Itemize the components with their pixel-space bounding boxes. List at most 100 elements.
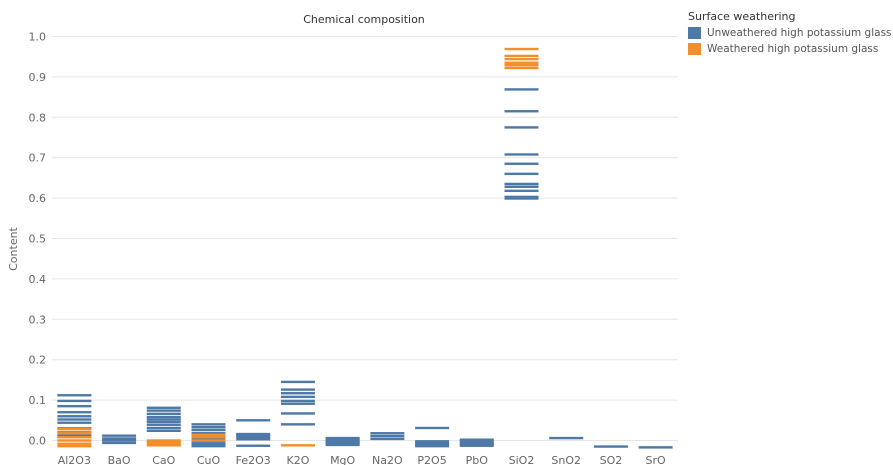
weathered-tick-mark[interactable] (146, 440, 181, 444)
unweathered-tick-mark[interactable] (57, 394, 92, 397)
unweathered-tick-mark[interactable] (370, 432, 405, 435)
weathered-tick-mark[interactable] (57, 427, 92, 431)
unweathered-tick-mark[interactable] (325, 436, 360, 440)
unweathered-tick-mark[interactable] (504, 182, 539, 186)
unweathered-tick-mark[interactable] (415, 440, 450, 443)
weathered-tick-mark[interactable] (57, 432, 92, 435)
unweathered-tick-mark[interactable] (280, 399, 315, 403)
unweathered-tick-mark[interactable] (504, 126, 539, 129)
weathered-tick-mark[interactable] (504, 54, 539, 58)
unweathered-tick-mark[interactable] (593, 445, 628, 448)
unweathered-tick-mark[interactable] (191, 442, 226, 446)
unweathered-tick-mark[interactable] (236, 438, 271, 441)
unweathered-tick-mark[interactable] (57, 411, 92, 414)
weathered-tick-mark[interactable] (146, 442, 181, 445)
unweathered-tick-mark[interactable] (415, 443, 450, 446)
unweathered-tick-mark[interactable] (280, 402, 315, 405)
unweathered-tick-mark[interactable] (504, 110, 539, 113)
unweathered-tick-mark[interactable] (459, 438, 494, 441)
unweathered-tick-mark[interactable] (415, 444, 450, 448)
unweathered-tick-mark[interactable] (549, 436, 584, 440)
unweathered-tick-mark[interactable] (504, 189, 539, 193)
unweathered-tick-mark[interactable] (415, 441, 450, 445)
weathered-tick-mark[interactable] (57, 442, 92, 445)
unweathered-tick-mark[interactable] (191, 428, 226, 432)
weathered-tick-mark[interactable] (504, 63, 539, 67)
legend-item-unweathered[interactable]: Unweathered high potassium glass (688, 27, 893, 39)
unweathered-tick-mark[interactable] (146, 418, 181, 421)
unweathered-tick-mark[interactable] (57, 399, 92, 403)
weathered-tick-mark[interactable] (504, 61, 539, 64)
y-tick-label: 0.8 (29, 111, 47, 124)
unweathered-tick-mark[interactable] (191, 425, 226, 429)
unweathered-tick-mark[interactable] (325, 440, 360, 443)
unweathered-tick-mark[interactable] (459, 440, 494, 443)
unweathered-tick-mark[interactable] (146, 406, 181, 409)
weathered-tick-mark[interactable] (504, 66, 539, 70)
weathered-tick-mark[interactable] (191, 439, 226, 442)
unweathered-tick-mark[interactable] (459, 443, 494, 446)
unweathered-tick-mark[interactable] (325, 438, 360, 441)
unweathered-tick-mark[interactable] (146, 426, 181, 430)
unweathered-tick-mark[interactable] (504, 197, 539, 200)
unweathered-tick-mark[interactable] (459, 441, 494, 445)
unweathered-tick-mark[interactable] (280, 380, 315, 384)
weathered-tick-mark[interactable] (146, 444, 181, 447)
unweathered-tick-mark[interactable] (191, 437, 226, 441)
unweathered-tick-mark[interactable] (504, 185, 539, 188)
unweathered-tick-mark[interactable] (236, 436, 271, 439)
unweathered-tick-mark[interactable] (57, 434, 92, 437)
unweathered-tick-mark[interactable] (325, 443, 360, 447)
unweathered-tick-mark[interactable] (280, 395, 315, 399)
weathered-tick-mark[interactable] (504, 57, 539, 61)
weathered-tick-mark[interactable] (280, 444, 315, 447)
weathered-tick-mark[interactable] (57, 444, 92, 448)
unweathered-tick-mark[interactable] (236, 419, 271, 422)
unweathered-tick-mark[interactable] (146, 423, 181, 426)
unweathered-tick-mark[interactable] (504, 153, 539, 156)
unweathered-tick-mark[interactable] (57, 404, 92, 408)
unweathered-tick-mark[interactable] (280, 392, 315, 395)
unweathered-tick-mark[interactable] (191, 432, 226, 435)
unweathered-tick-mark[interactable] (146, 409, 181, 412)
unweathered-tick-mark[interactable] (102, 437, 137, 440)
unweathered-tick-mark[interactable] (57, 418, 92, 421)
unweathered-tick-mark[interactable] (325, 442, 360, 445)
weathered-tick-mark[interactable] (504, 47, 539, 51)
unweathered-tick-mark[interactable] (504, 172, 539, 176)
legend-item-weathered[interactable]: Weathered high potassium glass (688, 43, 893, 55)
unweathered-tick-mark[interactable] (415, 426, 450, 430)
unweathered-tick-mark[interactable] (146, 420, 181, 424)
unweathered-tick-mark[interactable] (102, 439, 137, 442)
unweathered-tick-mark[interactable] (146, 415, 181, 419)
unweathered-tick-mark[interactable] (57, 415, 92, 418)
unweathered-tick-mark[interactable] (146, 412, 181, 416)
unweathered-tick-mark[interactable] (280, 388, 315, 391)
unweathered-tick-mark[interactable] (504, 88, 539, 91)
unweathered-tick-mark[interactable] (325, 439, 360, 442)
unweathered-tick-mark[interactable] (370, 437, 405, 441)
unweathered-tick-mark[interactable] (504, 195, 539, 199)
unweathered-tick-mark[interactable] (236, 432, 271, 436)
weathered-tick-mark[interactable] (57, 436, 92, 439)
unweathered-tick-mark[interactable] (191, 423, 226, 426)
unweathered-tick-mark[interactable] (102, 441, 137, 445)
unweathered-tick-mark[interactable] (236, 444, 271, 447)
unweathered-tick-mark[interactable] (102, 434, 137, 437)
weathered-tick-mark[interactable] (191, 436, 226, 439)
unweathered-tick-mark[interactable] (191, 444, 226, 448)
unweathered-tick-mark[interactable] (459, 444, 494, 447)
unweathered-tick-mark[interactable] (638, 446, 673, 449)
unweathered-tick-mark[interactable] (191, 434, 226, 438)
weathered-tick-mark[interactable] (146, 439, 181, 442)
weathered-tick-mark[interactable] (57, 439, 92, 442)
unweathered-tick-mark[interactable] (191, 440, 226, 443)
unweathered-tick-mark[interactable] (504, 162, 539, 165)
unweathered-tick-mark[interactable] (280, 423, 315, 426)
unweathered-tick-mark[interactable] (57, 421, 92, 424)
unweathered-tick-mark[interactable] (280, 412, 315, 415)
unweathered-tick-mark[interactable] (146, 429, 181, 433)
weathered-tick-mark[interactable] (191, 433, 226, 437)
unweathered-tick-mark[interactable] (370, 434, 405, 438)
unweathered-tick-mark[interactable] (236, 434, 271, 437)
